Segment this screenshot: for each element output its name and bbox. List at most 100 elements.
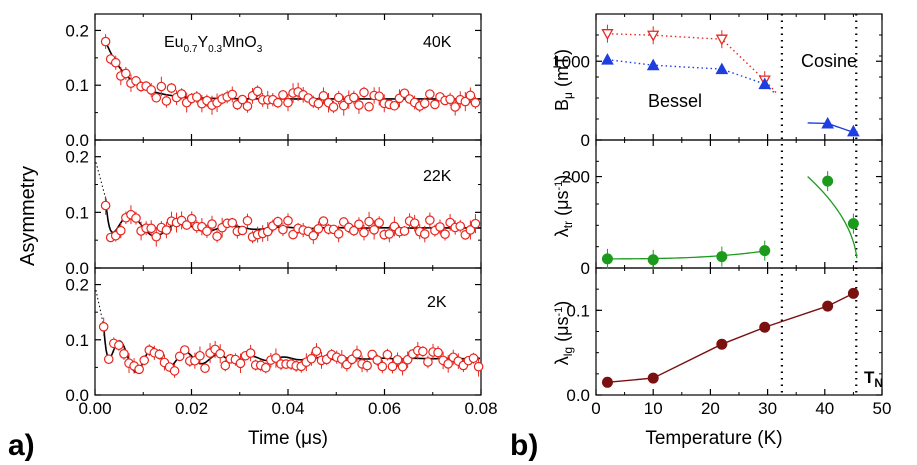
data-point-2K bbox=[418, 346, 428, 357]
data-point-2K bbox=[245, 348, 256, 358]
y-tick-label-b: 200 bbox=[562, 168, 590, 187]
data-point-2K bbox=[174, 351, 185, 362]
x-tick-label-a: 0.04 bbox=[271, 399, 304, 418]
data-point-22K bbox=[359, 227, 369, 238]
data-point-2K bbox=[169, 366, 180, 376]
lambda-tr-point bbox=[822, 175, 834, 187]
data-point-22K bbox=[349, 225, 359, 236]
data-point-40K bbox=[176, 89, 187, 99]
data-point-40K bbox=[121, 68, 131, 79]
data-point-2K bbox=[468, 353, 479, 364]
data-point-40K bbox=[252, 86, 263, 97]
lambda-tr-curve-low bbox=[607, 249, 768, 260]
data-point-40K bbox=[242, 101, 253, 112]
y-tick-label-a: 0.2 bbox=[65, 21, 89, 40]
x-tick-label-b: 50 bbox=[873, 399, 892, 418]
data-point-22K bbox=[455, 221, 466, 231]
data-point-2K bbox=[387, 361, 398, 372]
data-point-40K bbox=[278, 90, 288, 100]
x-tick-label-b: 0 bbox=[591, 399, 600, 418]
lambda-tr-point bbox=[847, 218, 859, 230]
data-point-22K bbox=[273, 216, 283, 227]
data-point-2K bbox=[215, 348, 226, 359]
b-mu-blue-connector bbox=[607, 58, 777, 95]
fit-extrapolation-22K bbox=[95, 162, 107, 199]
panel-a-frame-bottom bbox=[94, 267, 482, 396]
x-tick-label-b: 10 bbox=[644, 399, 663, 418]
data-point-40K bbox=[318, 91, 329, 101]
data-point-40K bbox=[465, 90, 476, 101]
data-point-40K bbox=[328, 102, 339, 112]
data-point-22K bbox=[186, 213, 197, 224]
lambda-tr-point bbox=[716, 251, 728, 263]
x-tick-label-b: 30 bbox=[758, 399, 777, 418]
data-point-2K bbox=[200, 363, 210, 374]
lambda-lg-point bbox=[822, 300, 834, 312]
panel-a-label: a) bbox=[8, 429, 35, 462]
data-point-40K bbox=[146, 85, 157, 95]
data-point-2K bbox=[98, 322, 109, 332]
data-point-22K bbox=[419, 229, 430, 239]
data-point-22K bbox=[425, 215, 435, 225]
data-point-2K bbox=[443, 359, 453, 369]
b-mu-point-filled bbox=[847, 124, 860, 137]
b-mu-point-open bbox=[647, 30, 660, 42]
data-point-2K bbox=[134, 364, 144, 375]
ylabel-b-mu: Bμ (mT) bbox=[552, 49, 575, 111]
data-point-22K bbox=[227, 217, 238, 228]
lambda-lg-point bbox=[716, 338, 728, 350]
y-tick-label-a: 0.0 bbox=[65, 386, 89, 405]
x-tick-label-a: 0.08 bbox=[464, 399, 497, 418]
data-point-22K bbox=[212, 231, 222, 242]
data-point-22K bbox=[435, 222, 445, 232]
panel-b-label: b) bbox=[510, 429, 538, 462]
panel-a: 0.00.10.20.00.10.20.00.10.20.00 0.02 0.04 0… bbox=[8, 13, 498, 462]
data-point-22K bbox=[288, 229, 298, 240]
data-point-40K bbox=[450, 102, 460, 112]
cosine-label: Cosine bbox=[801, 51, 857, 71]
data-point-40K bbox=[419, 98, 430, 109]
y-tick-label-b: 0 bbox=[581, 259, 590, 278]
temp-label-2k: 2K bbox=[427, 294, 447, 311]
b-mu-point-filled bbox=[821, 116, 835, 129]
data-point-22K bbox=[100, 200, 111, 211]
data-point-40K bbox=[333, 92, 344, 103]
data-point-40K bbox=[273, 97, 283, 108]
data-point-2K bbox=[154, 349, 165, 360]
panel-b-frame-top bbox=[595, 13, 883, 141]
data-point-22K bbox=[151, 231, 162, 242]
data-point-22K bbox=[146, 223, 157, 234]
data-point-40K bbox=[349, 92, 359, 103]
panel-a-frame-top bbox=[94, 13, 482, 141]
panel-b-xlabel: Temperature (K) bbox=[645, 428, 782, 449]
lambda-lg-curve bbox=[607, 292, 854, 383]
b-mu-point-filled bbox=[715, 62, 729, 75]
data-point-40K bbox=[237, 94, 248, 105]
data-point-40K bbox=[151, 92, 162, 103]
data-point-2K bbox=[397, 361, 408, 372]
data-point-2K bbox=[392, 354, 403, 365]
x-tick-label-b: 20 bbox=[701, 399, 720, 418]
data-point-2K bbox=[306, 353, 317, 364]
panel-a-data-points bbox=[98, 34, 484, 378]
b-mu-point-filled bbox=[601, 53, 614, 65]
data-point-22K bbox=[131, 213, 141, 223]
data-point-2K bbox=[261, 362, 271, 373]
data-point-22K bbox=[470, 218, 481, 229]
data-point-40K bbox=[460, 96, 471, 107]
compound-label: Eu0.7Y0.3MnO3 bbox=[164, 34, 263, 55]
data-point-2K bbox=[114, 340, 124, 351]
tn-label: TN bbox=[864, 368, 883, 390]
y-tick-label-a: 0.1 bbox=[65, 331, 89, 350]
data-point-22K bbox=[364, 216, 374, 227]
lambda-tr-point bbox=[759, 245, 771, 257]
fit-extrapolation-2K bbox=[95, 289, 105, 327]
lambda-tr-point bbox=[601, 253, 613, 265]
y-tick-label-b: 1000 bbox=[552, 52, 590, 71]
data-point-40K bbox=[227, 89, 238, 100]
y-tick-label-a: 0.0 bbox=[65, 259, 89, 278]
panel-b-fit-curves bbox=[607, 32, 858, 383]
data-point-40K bbox=[445, 94, 455, 105]
panel-b-frame-bottom bbox=[595, 267, 883, 396]
